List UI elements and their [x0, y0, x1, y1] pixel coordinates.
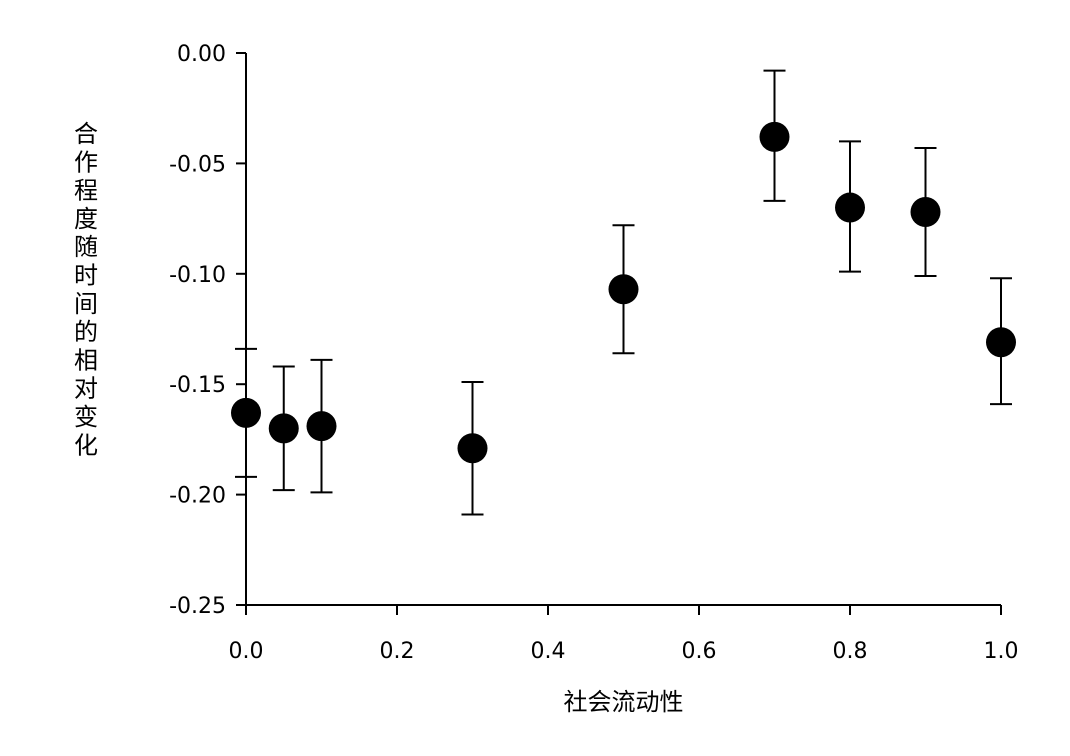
x-tick-label: 0.2 — [380, 639, 415, 664]
y-axis-label-char: 化 — [74, 431, 98, 459]
data-point — [986, 327, 1016, 358]
y-axis-ticks: 0.00 -0.05 -0.10 -0.15 -0.20 -0.25 — [169, 42, 246, 619]
data-point — [759, 121, 790, 152]
y-tick-label: -0.20 — [169, 484, 226, 509]
y-axis-label-char: 随 — [74, 233, 98, 261]
y-axis-label-char: 时 — [74, 262, 98, 290]
y-axis-label-char: 的 — [74, 318, 98, 346]
x-axis-ticks: 0.0 0.2 0.4 0.6 0.8 1.0 — [229, 605, 1019, 664]
y-axis-label-char: 变 — [74, 403, 98, 431]
y-axis-label-char: 合 — [74, 120, 98, 148]
data-points — [231, 121, 1016, 464]
y-axis-label-char: 程 — [74, 177, 98, 205]
data-point — [835, 192, 865, 223]
x-tick-label: 0.8 — [833, 639, 868, 664]
y-tick-label: -0.05 — [169, 152, 226, 177]
y-axis-label-char: 间 — [74, 290, 98, 318]
x-tick-label: 0.6 — [682, 639, 717, 664]
y-axis-label-char: 度 — [74, 205, 98, 233]
data-point — [231, 397, 261, 428]
axes — [245, 53, 1001, 606]
x-tick-label: 0.0 — [229, 639, 264, 664]
y-tick-label: -0.25 — [169, 594, 226, 619]
y-tick-label: -0.15 — [169, 373, 226, 398]
y-tick-label: -0.10 — [169, 263, 226, 288]
data-point — [306, 411, 337, 442]
x-tick-label: 0.4 — [531, 639, 566, 664]
y-axis-label-char: 作 — [74, 148, 98, 176]
y-axis-label-char: 对 — [74, 375, 98, 403]
data-point — [608, 274, 639, 305]
y-tick-label: 0.00 — [177, 42, 226, 67]
data-point — [457, 433, 488, 464]
x-axis-label: 社会流动性 — [564, 688, 684, 716]
y-axis-label-char: 相 — [74, 346, 98, 374]
x-tick-label: 1.0 — [984, 639, 1019, 664]
data-point — [910, 196, 941, 227]
data-point — [268, 413, 299, 444]
